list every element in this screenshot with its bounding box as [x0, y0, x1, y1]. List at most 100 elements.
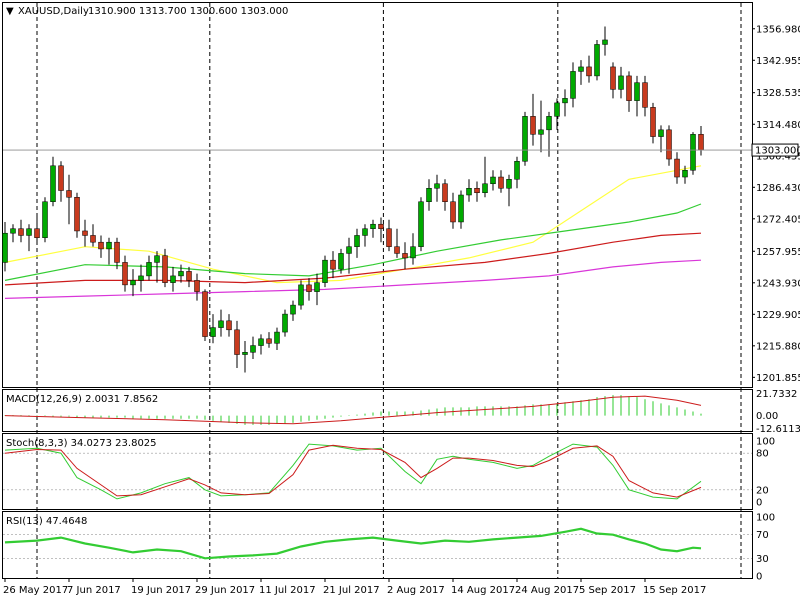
- candle: [330, 251, 336, 279]
- candle: [394, 228, 400, 258]
- candle: [250, 336, 256, 360]
- candle-body: [578, 66, 584, 72]
- candle: [10, 224, 16, 243]
- moving-averages: [4, 165, 702, 299]
- time-tick-label: 11 Jul 2017: [259, 585, 316, 596]
- stoch-title: Stoch(8,3,3) 34.0273 23.8025: [6, 438, 157, 449]
- candle-body: [554, 102, 560, 117]
- candle-body: [386, 228, 392, 247]
- candle: [690, 132, 696, 175]
- candle: [570, 62, 576, 108]
- price-tick-label: 1272.405: [756, 214, 800, 225]
- candle-body: [402, 253, 408, 259]
- candle: [618, 66, 624, 99]
- candle: [514, 156, 520, 189]
- candle-body: [34, 228, 40, 238]
- candle-body: [690, 134, 696, 171]
- price-tick-label: 1300.455: [756, 151, 800, 162]
- candle-body: [194, 280, 200, 292]
- chart-arrow-icon: ▼: [6, 6, 14, 17]
- current-price-label: 1303.000: [755, 146, 800, 157]
- candle-body: [362, 228, 368, 236]
- current-price-box: [751, 143, 799, 157]
- candle-body: [698, 134, 704, 151]
- candle-body: [626, 75, 632, 101]
- candle-body: [682, 170, 688, 178]
- candle: [298, 280, 304, 310]
- candle-body: [138, 275, 144, 281]
- candle-body: [42, 201, 48, 238]
- candle-body: [178, 271, 184, 277]
- candle: [626, 71, 632, 112]
- candle: [426, 179, 432, 211]
- candle: [314, 273, 320, 306]
- candle: [466, 179, 472, 202]
- time-tick-label: 14 Aug 2017: [451, 585, 515, 596]
- candle-body: [210, 327, 216, 337]
- candle: [546, 111, 552, 157]
- candle-body: [170, 275, 176, 283]
- candle: [138, 264, 144, 292]
- candle: [402, 242, 408, 270]
- candle-body: [450, 201, 456, 223]
- candle-body: [458, 194, 464, 223]
- candle-body: [274, 331, 280, 344]
- candles: [2, 26, 704, 373]
- candle-body: [498, 176, 504, 189]
- candle: [106, 237, 112, 265]
- candle-body: [530, 116, 536, 135]
- candle: [354, 228, 360, 258]
- candle-body: [514, 161, 520, 180]
- candle-body: [58, 165, 64, 191]
- candle: [658, 125, 664, 153]
- candle-body: [410, 246, 416, 259]
- candle-body: [90, 235, 96, 243]
- candle-body: [378, 223, 384, 229]
- candle: [146, 255, 152, 281]
- candle: [442, 179, 448, 211]
- candle: [418, 197, 424, 252]
- candle-body: [98, 241, 104, 250]
- candle-body: [242, 352, 248, 355]
- candle: [90, 224, 96, 247]
- candle: [634, 75, 640, 117]
- candle-body: [546, 116, 552, 131]
- stoch-tick-label: 100: [756, 437, 775, 448]
- candle: [410, 233, 416, 265]
- candle: [234, 320, 240, 369]
- candle: [498, 170, 504, 193]
- candle-body: [490, 176, 496, 185]
- candle-body: [122, 262, 128, 286]
- stoch-panel-frame: [2, 433, 753, 510]
- candle: [18, 219, 24, 243]
- candle-body: [130, 280, 136, 286]
- rsi-tick-label: 0: [756, 572, 762, 583]
- candle: [162, 248, 168, 288]
- candle: [682, 165, 688, 184]
- stoch-tick-label: 80: [756, 449, 769, 460]
- macd-tick-label: 0.00: [756, 411, 778, 422]
- candle-body: [306, 284, 312, 292]
- time-tick-label: 19 Jun 2017: [131, 585, 191, 596]
- candle: [506, 174, 512, 207]
- candle-body: [562, 98, 568, 104]
- candle: [26, 224, 32, 252]
- candle: [122, 255, 128, 292]
- candle: [178, 264, 184, 283]
- candle: [674, 152, 680, 184]
- candle-body: [330, 259, 336, 270]
- price-tick-label: 1314.480: [756, 120, 800, 131]
- candle: [242, 341, 248, 373]
- rsi-line: [4, 527, 702, 560]
- candle-body: [394, 246, 400, 254]
- price-axis: 1356.980 1342.955 1328.535 1314.480 1300.455…: [752, 24, 800, 384]
- candle-body: [314, 282, 320, 292]
- candle: [482, 156, 488, 198]
- candle: [362, 224, 368, 247]
- candle: [370, 219, 376, 238]
- candle-body: [570, 71, 576, 99]
- candle-body: [466, 188, 472, 196]
- candle-body: [586, 66, 592, 77]
- candle-body: [162, 255, 168, 283]
- candle: [202, 289, 208, 342]
